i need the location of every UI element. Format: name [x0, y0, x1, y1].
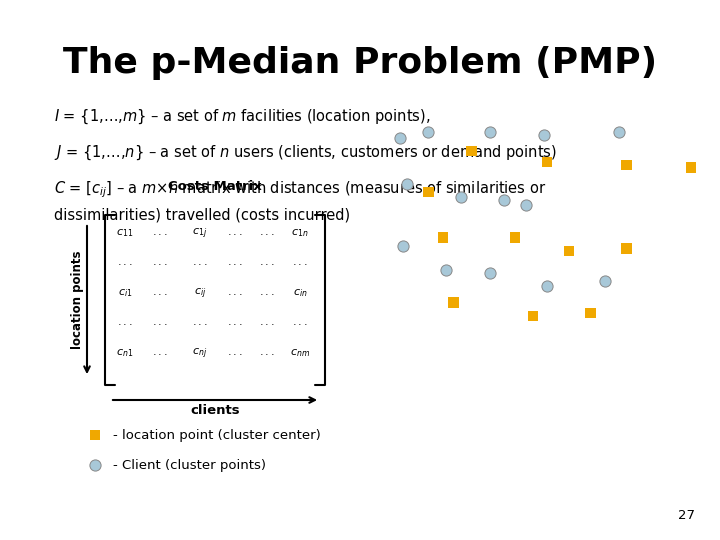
Text: clients: clients [190, 404, 240, 417]
Text: $...$: $...$ [152, 287, 168, 297]
Text: $c_{nm}$: $c_{nm}$ [290, 347, 310, 359]
Point [541, 158, 553, 166]
Point [599, 276, 611, 285]
Point [541, 282, 553, 291]
Text: $...$: $...$ [227, 347, 243, 357]
Text: $...$: $...$ [292, 317, 308, 327]
Text: $c_{1j}$: $c_{1j}$ [192, 227, 207, 241]
Text: $c_{11}$: $c_{11}$ [117, 227, 134, 239]
Point [563, 247, 575, 255]
Point [401, 179, 413, 188]
Point [484, 128, 495, 137]
Text: dissimilarities) travelled (costs incurred): dissimilarities) travelled (costs incurr… [54, 208, 350, 223]
Text: $c_{n1}$: $c_{n1}$ [117, 347, 134, 359]
Point [520, 201, 531, 210]
Text: $\mathit{J}$ = {1,…,$\mathit{n}$} – a set of $\mathit{n}$ users (clients, custom: $\mathit{J}$ = {1,…,$\mathit{n}$} – a se… [54, 143, 557, 161]
Text: Costs Matrix: Costs Matrix [168, 180, 262, 193]
Text: $...$: $...$ [152, 227, 168, 237]
Text: - location point (cluster center): - location point (cluster center) [113, 429, 320, 442]
Point [423, 187, 434, 196]
Text: $c_{ij}$: $c_{ij}$ [194, 287, 206, 301]
Point [527, 312, 539, 320]
Text: $...$: $...$ [227, 257, 243, 267]
Text: $...$: $...$ [259, 257, 275, 267]
Point [621, 244, 632, 253]
Text: $...$: $...$ [292, 257, 308, 267]
Text: $...$: $...$ [227, 227, 243, 237]
Point [394, 133, 405, 142]
Point [538, 131, 549, 139]
Point [685, 163, 697, 172]
Text: $...$: $...$ [152, 317, 168, 327]
Text: $\mathit{I}$ = {1,…,$\mathit{m}$} – a set of $\mathit{m}$ facilities (location p: $\mathit{I}$ = {1,…,$\mathit{m}$} – a se… [54, 108, 431, 126]
Text: $...$: $...$ [117, 317, 133, 327]
Point [89, 461, 101, 469]
Text: 27: 27 [678, 509, 695, 522]
Text: $...$: $...$ [227, 317, 243, 327]
Point [585, 309, 596, 318]
Text: $...$: $...$ [152, 347, 168, 357]
Text: $\mathit{C}$ = [$\mathit{c_{ij}}$] – a $\mathit{m}$×$\mathit{n}$ matrix with dis: $\mathit{C}$ = [$\mathit{c_{ij}}$] – a $… [54, 179, 546, 200]
Text: $...$: $...$ [259, 347, 275, 357]
Point [89, 431, 101, 440]
Text: $c_{i1}$: $c_{i1}$ [118, 287, 132, 299]
Text: $...$: $...$ [227, 287, 243, 297]
Point [613, 128, 625, 137]
Text: $...$: $...$ [259, 227, 275, 237]
Point [397, 241, 409, 250]
Point [498, 195, 510, 204]
Text: $...$: $...$ [259, 317, 275, 327]
Point [437, 233, 449, 242]
Text: $c_{1n}$: $c_{1n}$ [292, 227, 309, 239]
Point [509, 233, 521, 242]
Text: $c_{nj}$: $c_{nj}$ [192, 347, 207, 361]
Text: - Client (cluster points): - Client (cluster points) [113, 458, 266, 471]
Point [484, 268, 495, 277]
Point [423, 128, 434, 137]
Text: location points: location points [71, 251, 84, 349]
Point [448, 298, 459, 307]
Text: $...$: $...$ [192, 317, 208, 327]
Text: $...$: $...$ [152, 257, 168, 267]
Text: $c_{in}$: $c_{in}$ [292, 287, 307, 299]
Point [466, 147, 477, 156]
Point [621, 160, 632, 169]
Point [441, 266, 452, 274]
Point [455, 193, 467, 201]
Text: $...$: $...$ [192, 257, 208, 267]
Text: $...$: $...$ [259, 287, 275, 297]
Text: $...$: $...$ [117, 257, 133, 267]
Text: The p-Median Problem (PMP): The p-Median Problem (PMP) [63, 46, 657, 80]
